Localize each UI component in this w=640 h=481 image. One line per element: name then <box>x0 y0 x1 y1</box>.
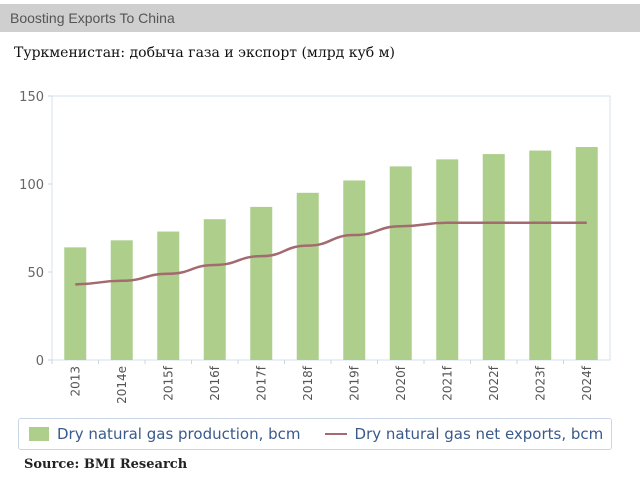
legend-label-production: Dry natural gas production, bcm <box>57 425 301 443</box>
bar-production <box>64 247 87 360</box>
legend: Dry natural gas production, bcm Dry natu… <box>18 418 612 450</box>
header-title: Boosting Exports To China <box>10 10 175 26</box>
x-tick-label: 2022f <box>487 365 501 401</box>
x-tick-label: 2019f <box>347 365 361 401</box>
bar-production <box>389 166 412 360</box>
x-tick-label: 2013 <box>68 366 82 397</box>
x-tick-label: 2016f <box>208 365 222 401</box>
bar-production <box>110 240 133 360</box>
line-exports <box>75 221 587 286</box>
plot-frame <box>51 95 611 361</box>
x-tick-label: 2018f <box>301 365 315 401</box>
bar-production <box>250 206 273 360</box>
x-tick-label: 2021f <box>440 365 454 401</box>
legend-label-exports: Dry natural gas net exports, bcm <box>354 425 604 443</box>
x-tick-label: 2023f <box>533 365 547 401</box>
y-tick-label: 50 <box>27 266 44 281</box>
y-tick-label: 150 <box>19 90 44 105</box>
y-tick-label: 100 <box>19 178 44 193</box>
chart-subtitle: Туркменистан: добыча газа и экспорт (млр… <box>14 45 395 61</box>
bar-production <box>436 159 459 360</box>
legend-swatch-production <box>29 427 49 441</box>
header-bar: Boosting Exports To China <box>0 4 640 32</box>
bar-production <box>296 192 319 360</box>
y-tick-label: 0 <box>36 354 44 369</box>
legend-swatch-exports <box>324 433 347 435</box>
chart: 0 50 100 150 2013 2014e 2015f 2016f 2017f 2018f 20… <box>19 90 611 404</box>
x-tick-label: 2014e <box>115 366 129 404</box>
x-tick-label: 2015f <box>161 365 175 401</box>
bar-production <box>529 150 552 360</box>
bar-production <box>482 154 505 360</box>
x-tick-label: 2017f <box>254 365 268 401</box>
bar-production <box>575 147 598 360</box>
source-note: Source: BMI Research <box>24 457 188 472</box>
bar-production <box>343 180 366 360</box>
bar-production <box>157 231 180 360</box>
bar-production <box>203 219 226 360</box>
x-tick-label: 2020f <box>394 365 408 401</box>
x-tick-label: 2024f <box>580 365 594 401</box>
